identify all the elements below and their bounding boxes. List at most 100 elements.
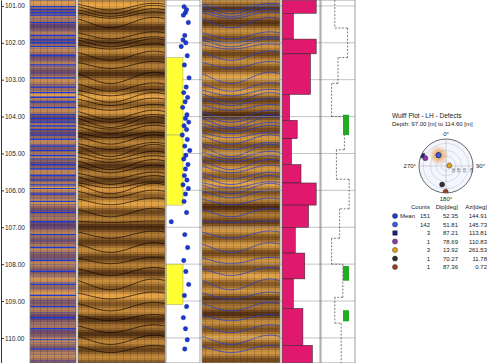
defect-point	[185, 137, 189, 141]
grid-line	[166, 337, 355, 338]
defect-trace	[30, 134, 76, 135]
image-stroke	[30, 144, 76, 145]
defect-sinusoid	[202, 268, 280, 276]
image-stroke	[30, 186, 76, 187]
image-stroke	[30, 54, 76, 55]
image-stroke	[30, 6, 76, 7]
image-row	[30, 234, 76, 236]
image-row	[30, 340, 76, 342]
image-row	[30, 144, 76, 146]
defect-trace	[30, 175, 76, 176]
table-cell: 11.78	[472, 256, 487, 262]
image-row	[30, 6, 76, 8]
defect-sinusoid	[78, 72, 165, 83]
grid-line	[166, 5, 355, 6]
image-row	[30, 134, 76, 136]
defect-point	[184, 269, 188, 273]
defect-sinusoid	[202, 143, 280, 150]
intensity-bar	[282, 183, 316, 205]
image-row	[30, 280, 76, 282]
dip-tick-label: 20	[451, 168, 456, 173]
defect-sinusoid	[78, 190, 165, 198]
image-row	[30, 232, 76, 234]
open-step	[347, 28, 348, 58]
defect-sinusoid	[78, 104, 165, 110]
image-row	[30, 294, 76, 296]
defect-point	[185, 338, 189, 342]
image-row	[30, 16, 76, 18]
defect-sinusoid	[202, 165, 280, 173]
image-row	[30, 222, 76, 224]
direction-label: 180°	[440, 196, 453, 202]
image-track	[202, 0, 280, 363]
defect-trace	[30, 295, 76, 296]
image-stroke	[30, 318, 76, 319]
tick-label: 103.00	[5, 76, 25, 83]
open-step-joint	[332, 83, 338, 84]
table-cell: 1	[427, 264, 431, 270]
tick: 110.00	[1, 334, 25, 341]
image-row	[30, 224, 76, 226]
image-row	[30, 122, 76, 124]
image-row	[30, 150, 76, 152]
intensity-bar	[282, 120, 297, 138]
image-stroke	[30, 84, 76, 85]
defect-trace	[30, 6, 76, 7]
defect-point	[181, 315, 185, 319]
defect-point	[182, 258, 186, 262]
defect-point	[180, 133, 184, 137]
tick: 104.00	[1, 113, 25, 120]
image-streak	[130, 0, 131, 363]
stereonet: Wulff Plot - LH - DefectsDepth: 97.00 [m…	[392, 112, 488, 270]
defect-point	[183, 33, 187, 37]
image-row	[30, 198, 76, 200]
defect-trace	[30, 77, 76, 78]
defect-trace	[30, 188, 76, 189]
image-stroke	[30, 36, 76, 37]
defect-sinusoid	[78, 143, 165, 150]
defect-sinusoid	[202, 9, 280, 17]
open-step	[334, 297, 335, 323]
defect-trace	[30, 201, 76, 202]
image-stroke	[30, 198, 76, 199]
image-stroke	[30, 102, 76, 103]
tick-mark	[1, 338, 4, 339]
legend-marker	[392, 256, 397, 261]
defect-point	[186, 186, 190, 190]
image-stroke	[30, 66, 76, 67]
tick: 106.00	[1, 187, 25, 194]
image-row	[30, 188, 76, 190]
defect-trace	[30, 46, 76, 47]
table-header: Azi[deg]	[465, 204, 487, 210]
defect-sinusoid	[202, 83, 280, 91]
image-row	[30, 300, 76, 302]
defect-sinusoid	[78, 345, 165, 352]
defect-trace	[30, 9, 76, 10]
defect-trace	[30, 328, 76, 329]
defect-trace	[30, 107, 76, 108]
flag	[343, 266, 349, 281]
tick-mark	[1, 43, 4, 44]
image-row	[30, 238, 76, 240]
image-stroke	[30, 348, 76, 349]
image-stroke	[30, 216, 76, 217]
image-stroke	[30, 72, 76, 73]
tick-label: 109.00	[5, 298, 25, 305]
zone	[166, 135, 183, 205]
image-stroke	[30, 138, 76, 139]
image-streak	[123, 0, 124, 363]
defect-point	[185, 95, 189, 99]
image-row	[30, 182, 76, 184]
image-row	[30, 60, 76, 62]
defect-sinusoid	[202, 17, 280, 27]
tick-mark	[1, 117, 4, 118]
defect-sinusoid	[202, 221, 280, 222]
defect-sinusoid	[78, 115, 165, 123]
intensity-track	[282, 0, 316, 363]
defect-trace	[30, 155, 76, 156]
defect-point	[183, 347, 187, 351]
image-row	[30, 326, 76, 328]
image-row	[30, 12, 76, 14]
image-row	[30, 180, 76, 182]
row-label: Mean	[400, 213, 415, 219]
